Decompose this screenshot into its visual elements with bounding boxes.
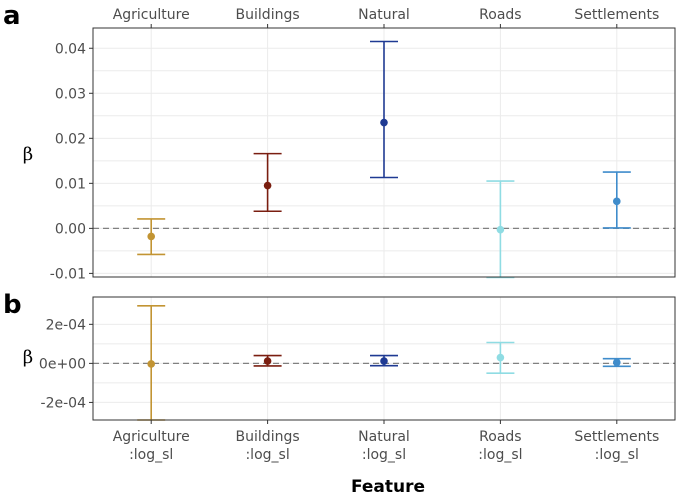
panel-b-estimate-point	[147, 360, 155, 368]
panel-a-category-label: Settlements	[574, 7, 659, 23]
panel-b-y-axis-title: β	[23, 347, 33, 368]
panel-a-category-label: Agriculture	[113, 7, 190, 23]
panel-b-plot: -2e-04 0e+00 2e-04 Agriculture:log_sl Buildi…	[39, 296, 676, 463]
panel-a-y-tick-label: 0.02	[55, 131, 86, 147]
panel-a-errorbar-1	[253, 152, 282, 213]
panel-a-category-label: Buildings	[236, 7, 300, 23]
panel-b-y-tick-label: 2e-04	[46, 317, 86, 333]
panel-a-y-tick-label: 0.03	[55, 86, 86, 102]
panel-a-y-tick-label: -0.01	[50, 266, 86, 282]
panel-a-y-tick-label: 0.00	[55, 221, 86, 237]
panel-b-estimate-point	[380, 357, 388, 365]
panel-a-plot: -0.01 0.00 0.01 0.02 0.03 0.04 Agriculture Buil…	[50, 7, 676, 282]
panel-b-category-label: Buildings:log_sl	[236, 429, 300, 463]
panel-a-errorbar-4	[602, 171, 631, 229]
panel-b-category-label: Settlements:log_sl	[574, 429, 659, 463]
panel-a-errorbar-3	[486, 180, 515, 279]
panel-a-estimate-point	[147, 232, 155, 241]
panel-a-estimate-point	[380, 118, 388, 127]
panel-a-category-label: Roads	[479, 7, 521, 23]
panel-a-errorbar-2	[370, 40, 398, 179]
panel-b-errorbar-3	[486, 341, 515, 374]
panel-a-estimate-point	[613, 197, 621, 206]
panel-b-y-tick-label: -2e-04	[41, 395, 87, 411]
panel-a-estimate-point	[496, 225, 505, 234]
panel-b-estimate-point	[613, 358, 621, 367]
panel-a-y-axis-title: β	[23, 144, 33, 165]
panel-b-category-label: Natural:log_sl	[358, 429, 410, 463]
panel-b-errorbar-1	[253, 354, 282, 367]
panel-b-estimate-point	[496, 353, 505, 362]
panel-a-estimate-point	[263, 181, 272, 190]
panel-b-category-label: Agriculture:log_sl	[113, 429, 190, 463]
panel-a-y-tick-label: 0.01	[55, 176, 86, 192]
x-axis-title: Feature	[351, 477, 425, 496]
panel-b-category-label: Roads:log_sl	[478, 429, 522, 463]
panel-a-category-label: Natural	[358, 7, 410, 23]
panel-a-y-tick-label: 0.04	[55, 41, 86, 57]
panel-a-errorbar-0	[137, 218, 166, 256]
panel-b-estimate-point	[263, 357, 272, 365]
panel-b-errorbar-2	[370, 354, 398, 367]
panel-a-letter: a	[3, 1, 21, 31]
panel-b-y-tick-label: 0e+00	[39, 356, 86, 372]
panel-b-errorbar-4	[602, 357, 631, 368]
panel-b-letter: b	[3, 290, 22, 320]
